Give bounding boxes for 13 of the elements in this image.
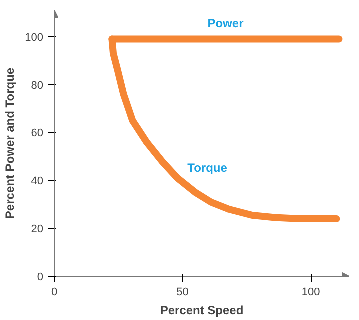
y-tick-label: 100 (25, 32, 44, 44)
x-tick-label: 100 (302, 286, 320, 298)
y-tick-label: 0 (37, 272, 44, 284)
x-tick-label: 50 (176, 286, 189, 298)
y-tick-label: 60 (31, 128, 44, 140)
y-tick-label: 20 (31, 224, 44, 236)
y-axis-title: Percent Power and Torque (3, 68, 18, 220)
x-tick-label: 0 (51, 286, 58, 298)
y-tick-label: 40 (31, 176, 44, 188)
y-tick-label: 80 (31, 80, 44, 92)
x-axis-title: Percent Speed (160, 304, 244, 318)
series-label: Power (208, 16, 244, 30)
series-label: Torque (188, 161, 228, 176)
